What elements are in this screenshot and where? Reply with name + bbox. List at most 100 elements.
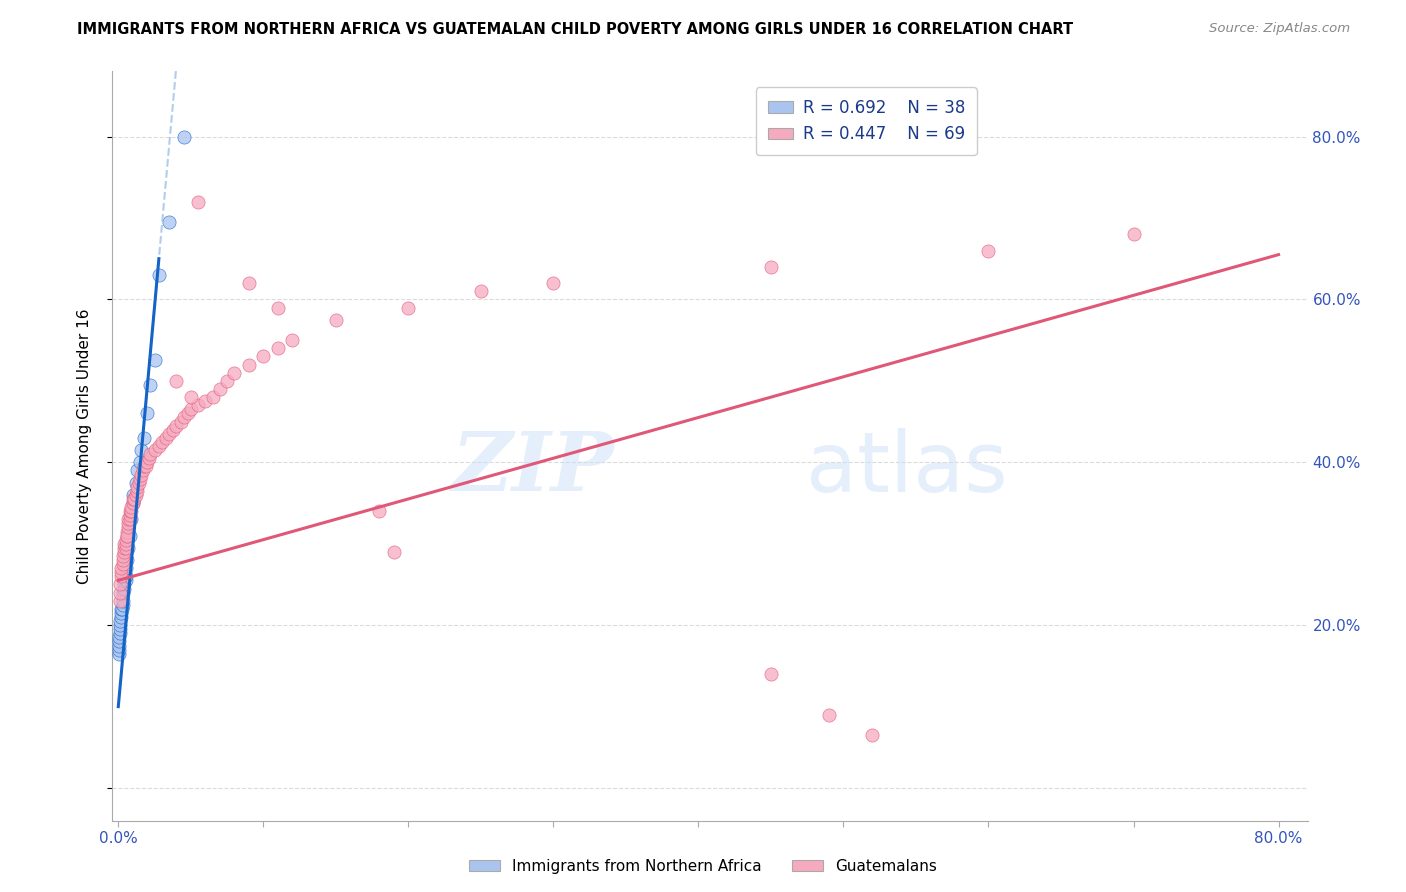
Point (120, 504, 142, 518)
Point (396, 301, 419, 315)
Point (108, 634, 131, 648)
Point (108, 618, 131, 632)
Point (112, 545, 135, 559)
Point (118, 528, 141, 542)
Point (110, 614, 132, 628)
Point (114, 569, 136, 583)
Point (118, 504, 141, 518)
Point (112, 582, 135, 596)
Point (150, 434, 173, 449)
Point (138, 451, 160, 466)
Point (136, 406, 159, 420)
Point (215, 374, 238, 388)
Point (111, 598, 134, 612)
Point (157, 215, 180, 229)
Point (108, 622, 131, 636)
Point (114, 541, 136, 555)
Point (107, 647, 129, 661)
Point (162, 423, 184, 437)
Point (131, 443, 153, 458)
Point (127, 480, 149, 494)
Point (173, 410, 195, 425)
Point (134, 459, 156, 474)
Text: atlas: atlas (806, 428, 1007, 509)
Point (224, 366, 246, 380)
Point (132, 463, 155, 477)
Point (127, 483, 149, 498)
Point (108, 593, 131, 607)
Point (267, 301, 290, 315)
Point (127, 463, 149, 477)
Point (112, 577, 135, 591)
Point (114, 574, 136, 588)
Point (759, 667, 782, 681)
Point (157, 426, 180, 441)
Point (110, 566, 132, 580)
Point (759, 260, 782, 274)
Point (177, 406, 200, 420)
Point (187, 194, 209, 209)
Point (122, 491, 145, 506)
Point (977, 244, 1000, 258)
Point (325, 312, 347, 326)
Point (112, 541, 135, 555)
Point (118, 512, 141, 526)
Point (111, 585, 134, 599)
Point (862, 728, 884, 742)
Y-axis label: Child Poverty Among Girls Under 16: Child Poverty Among Girls Under 16 (77, 309, 91, 583)
Text: ZIP: ZIP (451, 428, 614, 508)
Point (818, 707, 841, 722)
Point (148, 439, 170, 453)
Point (108, 585, 131, 599)
Point (165, 418, 187, 433)
Point (543, 276, 565, 290)
Point (238, 358, 260, 372)
Point (114, 537, 136, 551)
Point (121, 491, 143, 506)
Point (111, 557, 134, 571)
Point (110, 606, 132, 620)
Point (125, 488, 148, 502)
Point (129, 455, 152, 469)
Legend: Immigrants from Northern Africa, Guatemalans: Immigrants from Northern Africa, Guatema… (463, 853, 943, 880)
Point (121, 488, 143, 502)
Point (252, 350, 274, 364)
Point (115, 528, 138, 542)
Point (125, 475, 148, 490)
Point (110, 602, 132, 616)
Point (115, 553, 138, 567)
Point (136, 455, 159, 469)
Point (115, 524, 138, 539)
Point (110, 610, 132, 624)
Point (118, 508, 141, 523)
Point (368, 504, 391, 518)
Point (121, 496, 143, 510)
Point (114, 561, 136, 575)
Point (187, 398, 209, 412)
Point (108, 626, 131, 640)
Point (201, 390, 224, 404)
Point (155, 431, 177, 445)
Point (111, 549, 134, 563)
Point (115, 528, 138, 542)
Point (117, 516, 139, 531)
Point (108, 631, 131, 645)
Point (128, 475, 150, 490)
Point (131, 467, 153, 482)
Point (180, 390, 202, 404)
Point (114, 533, 136, 547)
Point (110, 561, 132, 575)
Point (148, 268, 170, 282)
Point (108, 577, 131, 591)
Point (194, 394, 217, 409)
Point (112, 537, 135, 551)
Legend: R = 0.692    N = 38, R = 0.447    N = 69: R = 0.692 N = 38, R = 0.447 N = 69 (756, 87, 977, 155)
Point (117, 512, 139, 526)
Text: Source: ZipAtlas.com: Source: ZipAtlas.com (1209, 22, 1350, 36)
Point (117, 541, 139, 555)
Point (120, 500, 142, 514)
Point (134, 431, 156, 445)
Point (382, 545, 405, 559)
Point (143, 353, 166, 368)
Point (120, 512, 142, 526)
